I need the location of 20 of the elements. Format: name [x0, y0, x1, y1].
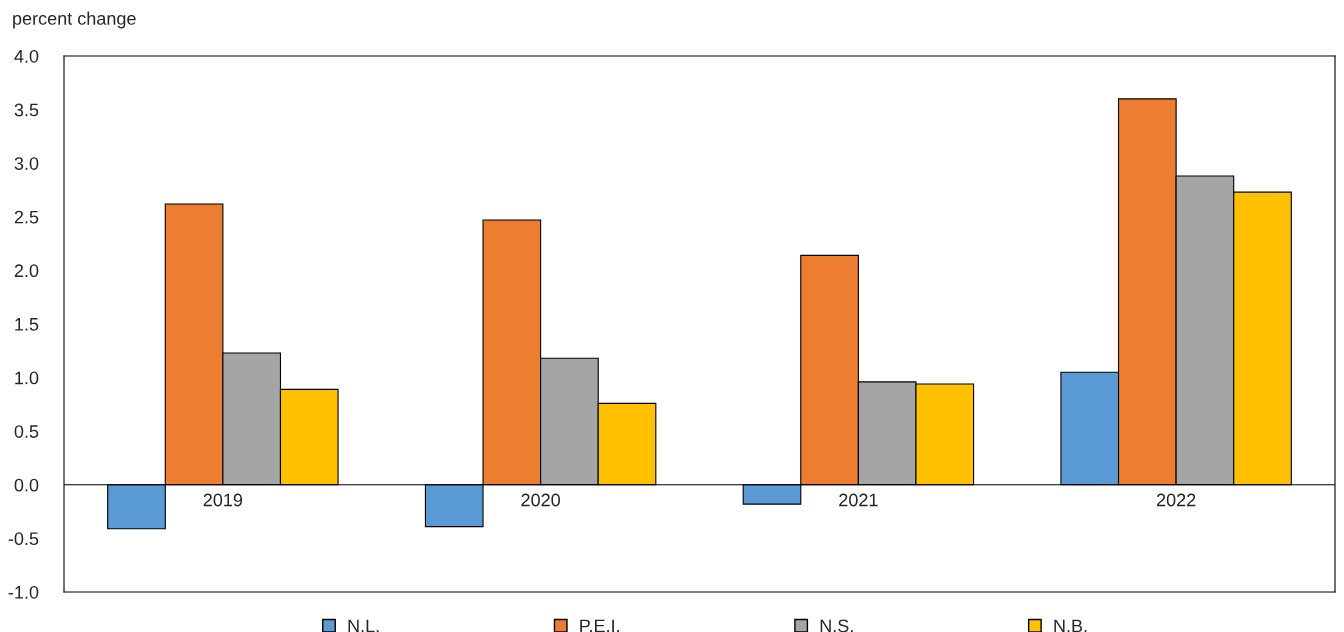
y-tick-label: 1.5 [15, 318, 39, 331]
y-tick-label: 2.5 [14, 210, 39, 224]
x-tick-label: 2020 [521, 493, 560, 507]
y-axis-title: percent change [13, 11, 136, 29]
x-tick-label: 2019 [203, 493, 243, 507]
x-tick-label: 2022 [1156, 493, 1196, 507]
legend-label: N.L. [348, 619, 379, 632]
legend-label: N.S. [820, 619, 853, 632]
y-tick-label: 1.0 [15, 371, 39, 385]
x-tick-label: 2021 [839, 493, 878, 507]
y-tick-label: 3.0 [14, 157, 39, 170]
y-tick-label: -1.0 [8, 585, 39, 599]
legend-label: N.B. [1054, 619, 1087, 632]
y-tick-label: 3.5 [14, 103, 39, 117]
y-tick-label: 0.0 [14, 478, 39, 492]
y-tick-label: -0.5 [8, 532, 39, 546]
y-tick-label: 0.5 [14, 425, 39, 438]
legend-label: P.E.I. [580, 619, 619, 632]
y-tick-label: 2.0 [14, 264, 39, 278]
y-tick-label: 4.0 [14, 49, 39, 63]
